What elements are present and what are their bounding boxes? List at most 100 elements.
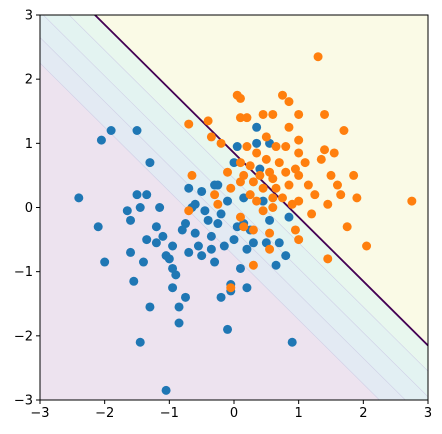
scatter-point-series-1 [265, 244, 275, 254]
decision-boundary-layer [93, 15, 428, 347]
scatter-point-series-1 [310, 190, 320, 200]
scatter-point-series-0 [193, 241, 203, 251]
scatter-point-series-1 [320, 145, 330, 155]
y-tick-label: −3 [14, 394, 33, 409]
scatter-point-series-1 [242, 142, 252, 152]
y-tick-label: 1 [25, 137, 33, 152]
scatter-point-series-1 [323, 254, 333, 264]
scatter-point-series-0 [106, 126, 116, 135]
scatter-point-series-1 [248, 260, 258, 270]
scatter-point-series-1 [332, 180, 342, 190]
scatter-point-series-1 [294, 170, 304, 180]
scatter-point-series-1 [362, 241, 372, 251]
scatter-point-series-0 [258, 196, 268, 206]
x-axis: −3 −2 −1 0 1 2 3 [30, 400, 432, 421]
scatter-point-series-1 [268, 174, 278, 184]
scatter-point-series-1 [245, 190, 255, 200]
scatter-point-series-0 [206, 231, 216, 241]
scatter-point-series-0 [96, 135, 106, 145]
y-tick-label: 3 [25, 9, 33, 24]
scatter-point-series-0 [184, 247, 194, 257]
scatter-point-series-1 [258, 206, 268, 216]
scatter-point-series-0 [135, 337, 145, 347]
scatter-point-series-1 [290, 225, 300, 235]
scatter-point-series-1 [245, 161, 255, 171]
scatter-point-series-1 [206, 132, 216, 142]
x-tick-label: 3 [424, 406, 432, 421]
contour-line [68, 15, 428, 372]
scatter-point-series-0 [242, 244, 252, 254]
scatter-point-series-0 [252, 122, 262, 132]
scatter-point-series-0 [135, 203, 145, 212]
scatter-point-series-1 [349, 170, 359, 180]
scatter-point-series-0 [281, 251, 291, 261]
scatter-point-series-0 [93, 222, 103, 232]
scatter-point-series-0 [177, 225, 187, 235]
scatter-point-series-0 [151, 222, 161, 232]
scatter-point-series-0 [219, 241, 229, 251]
y-tick-label: −2 [14, 329, 33, 344]
scatter-point-series-0 [229, 158, 239, 168]
scatter-point-series-1 [294, 135, 304, 145]
scatter-point-series-0 [155, 203, 165, 212]
scatter-point-series-1 [265, 228, 275, 238]
scatter-point-series-1 [320, 109, 330, 119]
scatter-point-series-1 [213, 199, 223, 209]
scatter-point-series-1 [326, 170, 336, 180]
scatter-point-series-1 [271, 183, 281, 193]
scatter-point-series-1 [294, 148, 304, 158]
scatter-point-series-0 [181, 292, 190, 302]
scatter-point-series-0 [168, 283, 178, 293]
scatter-point-series-0 [265, 215, 275, 225]
scatter-point-series-0 [223, 196, 233, 206]
scatter-point-series-1 [284, 97, 294, 107]
scatter-point-series-0 [252, 138, 262, 148]
scatter-point-series-0 [229, 235, 239, 245]
scatter-point-series-1 [352, 193, 362, 203]
scatter-point-series-0 [126, 247, 136, 257]
scatter-point-series-1 [342, 222, 352, 232]
scatter-point-series-1 [239, 222, 249, 232]
scatter-point-series-0 [174, 318, 184, 328]
scatter-point-series-1 [258, 183, 268, 193]
scatter-point-series-1 [303, 180, 313, 190]
scatter-point-series-1 [307, 209, 317, 219]
x-tick-label: 2 [359, 406, 367, 421]
scatter-point-series-1 [242, 113, 252, 123]
scatter-point-series-0 [216, 292, 226, 302]
scatter-point-series-0 [174, 302, 184, 312]
scatter-point-series-1 [203, 116, 213, 126]
y-tick-label: 2 [25, 73, 33, 88]
scatter-point-series-1 [187, 170, 197, 180]
scatter-point-series-1 [268, 109, 278, 119]
scatter-point-series-0 [161, 385, 171, 395]
scatter-point-series-1 [284, 180, 294, 190]
scatter-point-series-0 [164, 254, 174, 264]
scatter-point-series-0 [168, 241, 178, 251]
scatter-point-series-1 [268, 203, 278, 212]
scatter-point-series-0 [190, 199, 200, 209]
scatter-point-series-1 [216, 138, 226, 148]
contour-line [40, 62, 380, 400]
scatter-point-series-0 [197, 186, 207, 196]
scatter-point-series-0 [210, 257, 220, 267]
decision-boundary-line [93, 15, 428, 347]
scatter-point-series-1 [284, 122, 294, 132]
scatter-point-series-0 [197, 251, 207, 261]
scatter-point-series-0 [145, 158, 155, 168]
scatter-point-series-0 [145, 302, 155, 312]
y-axis: −3 −2 −1 0 1 2 3 [14, 9, 40, 409]
scatter-point-series-0 [142, 190, 152, 200]
scatter-point-series-1 [278, 90, 287, 100]
scatter-point-series-1 [313, 52, 323, 62]
scatter-point-series-1 [184, 206, 194, 216]
scatter-point-series-1 [278, 193, 287, 203]
scatter-point-series-0 [203, 215, 213, 225]
scatter-point-series-1 [281, 142, 291, 152]
scatter-point-series-0 [274, 238, 284, 248]
scatter-point-series-0 [129, 276, 139, 286]
scatter-point-series-0 [126, 215, 136, 225]
scatter-point-series-1 [184, 119, 194, 129]
scatter-point-series-0 [138, 257, 148, 267]
scatter-point-series-0 [168, 263, 178, 273]
